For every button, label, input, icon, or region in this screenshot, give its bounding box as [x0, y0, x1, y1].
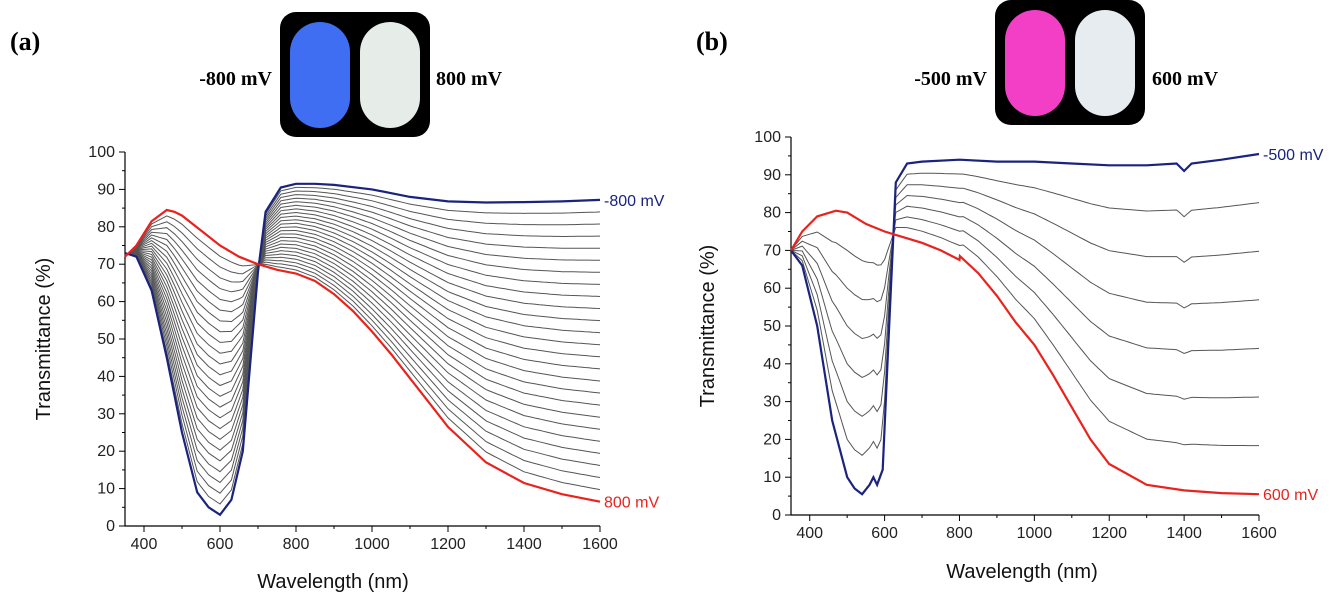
intermediate-curve-a	[124, 222, 601, 397]
intermediate-curve-a	[124, 219, 601, 408]
intermediate-curve-a	[124, 226, 601, 387]
intermediate-curve-a	[124, 215, 601, 491]
y-tick-label-a: 10	[97, 481, 115, 498]
y-tick-label-a: 30	[97, 406, 115, 423]
intermediate-curve-b	[790, 172, 1260, 456]
intermediate-curve-a	[124, 197, 600, 473]
intermediate-curve-a	[124, 186, 601, 505]
y-tick-label-b: 40	[763, 356, 781, 373]
y-tick-label-b: 70	[763, 242, 781, 259]
series-line-colored-b	[790, 209, 1260, 496]
series-line-bleached-a	[124, 182, 601, 517]
intermediate-curve-a	[124, 242, 601, 406]
photo-left-label-b: -500 mV	[914, 68, 987, 90]
y-tick-label-b: 50	[763, 318, 781, 335]
y-tick-label-b: 20	[763, 431, 781, 448]
intermediate-curve-a	[124, 215, 601, 419]
x-tick-label-b: 600	[871, 525, 898, 542]
intermediate-curve-a	[124, 240, 601, 418]
photo-left-label-a: -800 mV	[199, 68, 272, 90]
x-axis-title-b: Wavelength (nm)	[946, 561, 1098, 583]
x-tick-label-a: 1000	[354, 536, 390, 553]
y-tick-label-b: 60	[763, 280, 781, 297]
x-tick-label-b: 400	[796, 525, 823, 542]
intermediate-curve-b	[790, 184, 1260, 417]
y-tick-label-b: 10	[763, 469, 781, 486]
x-tick-label-b: 1200	[1091, 525, 1127, 542]
intermediate-curve-b	[790, 205, 1260, 355]
cuvette-photo-a	[280, 12, 430, 137]
panel-label-b: (b)	[696, 27, 728, 56]
intermediate-curve-a	[124, 221, 601, 478]
intermediate-curve-a	[124, 208, 601, 441]
cuvette-left-b	[1005, 10, 1065, 116]
y-tick-label-a: 40	[97, 368, 115, 385]
y-tick-label-a: 50	[97, 331, 115, 348]
y-axis-title-a: Transmittance (%)	[33, 258, 55, 421]
y-tick-label-a: 70	[97, 256, 115, 273]
x-tick-label-a: 1200	[430, 536, 466, 553]
intermediate-curve-a	[124, 190, 601, 494]
intermediate-curve-a	[124, 194, 600, 484]
y-tick-label-a: 60	[97, 294, 115, 311]
intermediate-curve-a	[125, 204, 601, 451]
cuvette-photo-b	[995, 0, 1145, 125]
x-tick-label-a: 1600	[582, 536, 618, 553]
x-tick-label-b: 1400	[1166, 525, 1202, 542]
intermediate-curve-a	[124, 211, 601, 430]
y-tick-label-b: 30	[763, 394, 781, 411]
x-tick-label-a: 1400	[506, 536, 542, 553]
x-tick-label-a: 400	[131, 536, 158, 553]
series-end-label-b: -500 mV	[1263, 147, 1324, 164]
x-axis-title-a: Wavelength (nm)	[257, 571, 409, 593]
x-tick-label-a: 800	[283, 536, 310, 553]
y-axis-title-b: Transmittance (%)	[697, 245, 719, 408]
intermediate-curve-b	[790, 194, 1260, 378]
intermediate-curve-a	[124, 230, 601, 376]
intermediate-curve-a	[124, 240, 601, 394]
series-end-label-b: 600 mV	[1263, 487, 1318, 504]
x-tick-label-a: 600	[207, 536, 234, 553]
panel-label-a: (a)	[10, 27, 40, 56]
y-tick-label-b: 100	[754, 129, 781, 146]
y-tick-label-a: 100	[88, 144, 115, 161]
intermediate-curve-a	[124, 237, 601, 430]
photo-right-label-a: 800 mV	[436, 68, 503, 90]
y-tick-label-a: 80	[97, 219, 115, 236]
intermediate-curve-a	[124, 231, 601, 454]
cuvette-right-a	[360, 22, 420, 128]
x-tick-label-b: 800	[946, 525, 973, 542]
series-end-label-a: -800 mV	[604, 193, 665, 210]
photo-right-label-b: 600 mV	[1152, 68, 1219, 90]
plot-area-a: 0 10 20 30 40 50 60 70 80 90 100 400 600 800 1000 1200 1…	[88, 144, 665, 553]
y-tick-label-a: 20	[97, 443, 115, 460]
y-tick-label-a: 0	[106, 518, 115, 535]
intermediate-curve-a	[124, 236, 601, 382]
intermediate-curve-a	[124, 201, 600, 462]
chart-b-svg: (b) -500 mV 600 mV 0 10 20 30 40 50 60 70 80 90 10…	[696, 0, 1324, 583]
series-line-bleached-b	[790, 152, 1260, 496]
cuvette-left-a	[290, 22, 350, 128]
intermediate-curve-b	[790, 216, 1260, 400]
y-tick-label-b: 90	[763, 167, 781, 184]
series-line-colored-a	[124, 208, 601, 503]
y-tick-label-a: 90	[97, 181, 115, 198]
chart-panel-a: (a) -800 mV 800 mV 0 10 20 30 40 50 60 70 80 90 10…	[10, 12, 665, 593]
intermediate-curve-a	[124, 233, 601, 370]
series-end-label-a: 800 mV	[604, 495, 659, 512]
intermediate-curve-a	[124, 227, 601, 466]
y-tick-label-b: 0	[772, 507, 781, 524]
x-tick-label-b: 1600	[1241, 525, 1277, 542]
cuvette-right-b	[1075, 10, 1135, 116]
intermediate-curve-a	[124, 234, 601, 442]
x-tick-label-b: 1000	[1017, 525, 1053, 542]
plot-area-b: 0 10 20 30 40 50 60 70 80 90 100 400 600 800 1000 1200 1…	[754, 129, 1324, 542]
y-tick-label-b: 80	[763, 205, 781, 222]
chart-panel-b: (b) -500 mV 600 mV 0 10 20 30 40 50 60 70 80 90 10…	[666, 0, 1332, 593]
intermediate-curve-b	[790, 226, 1259, 447]
chart-a-svg: (a) -800 mV 800 mV 0 10 20 30 40 50 60 70 80 90 10…	[10, 12, 665, 593]
